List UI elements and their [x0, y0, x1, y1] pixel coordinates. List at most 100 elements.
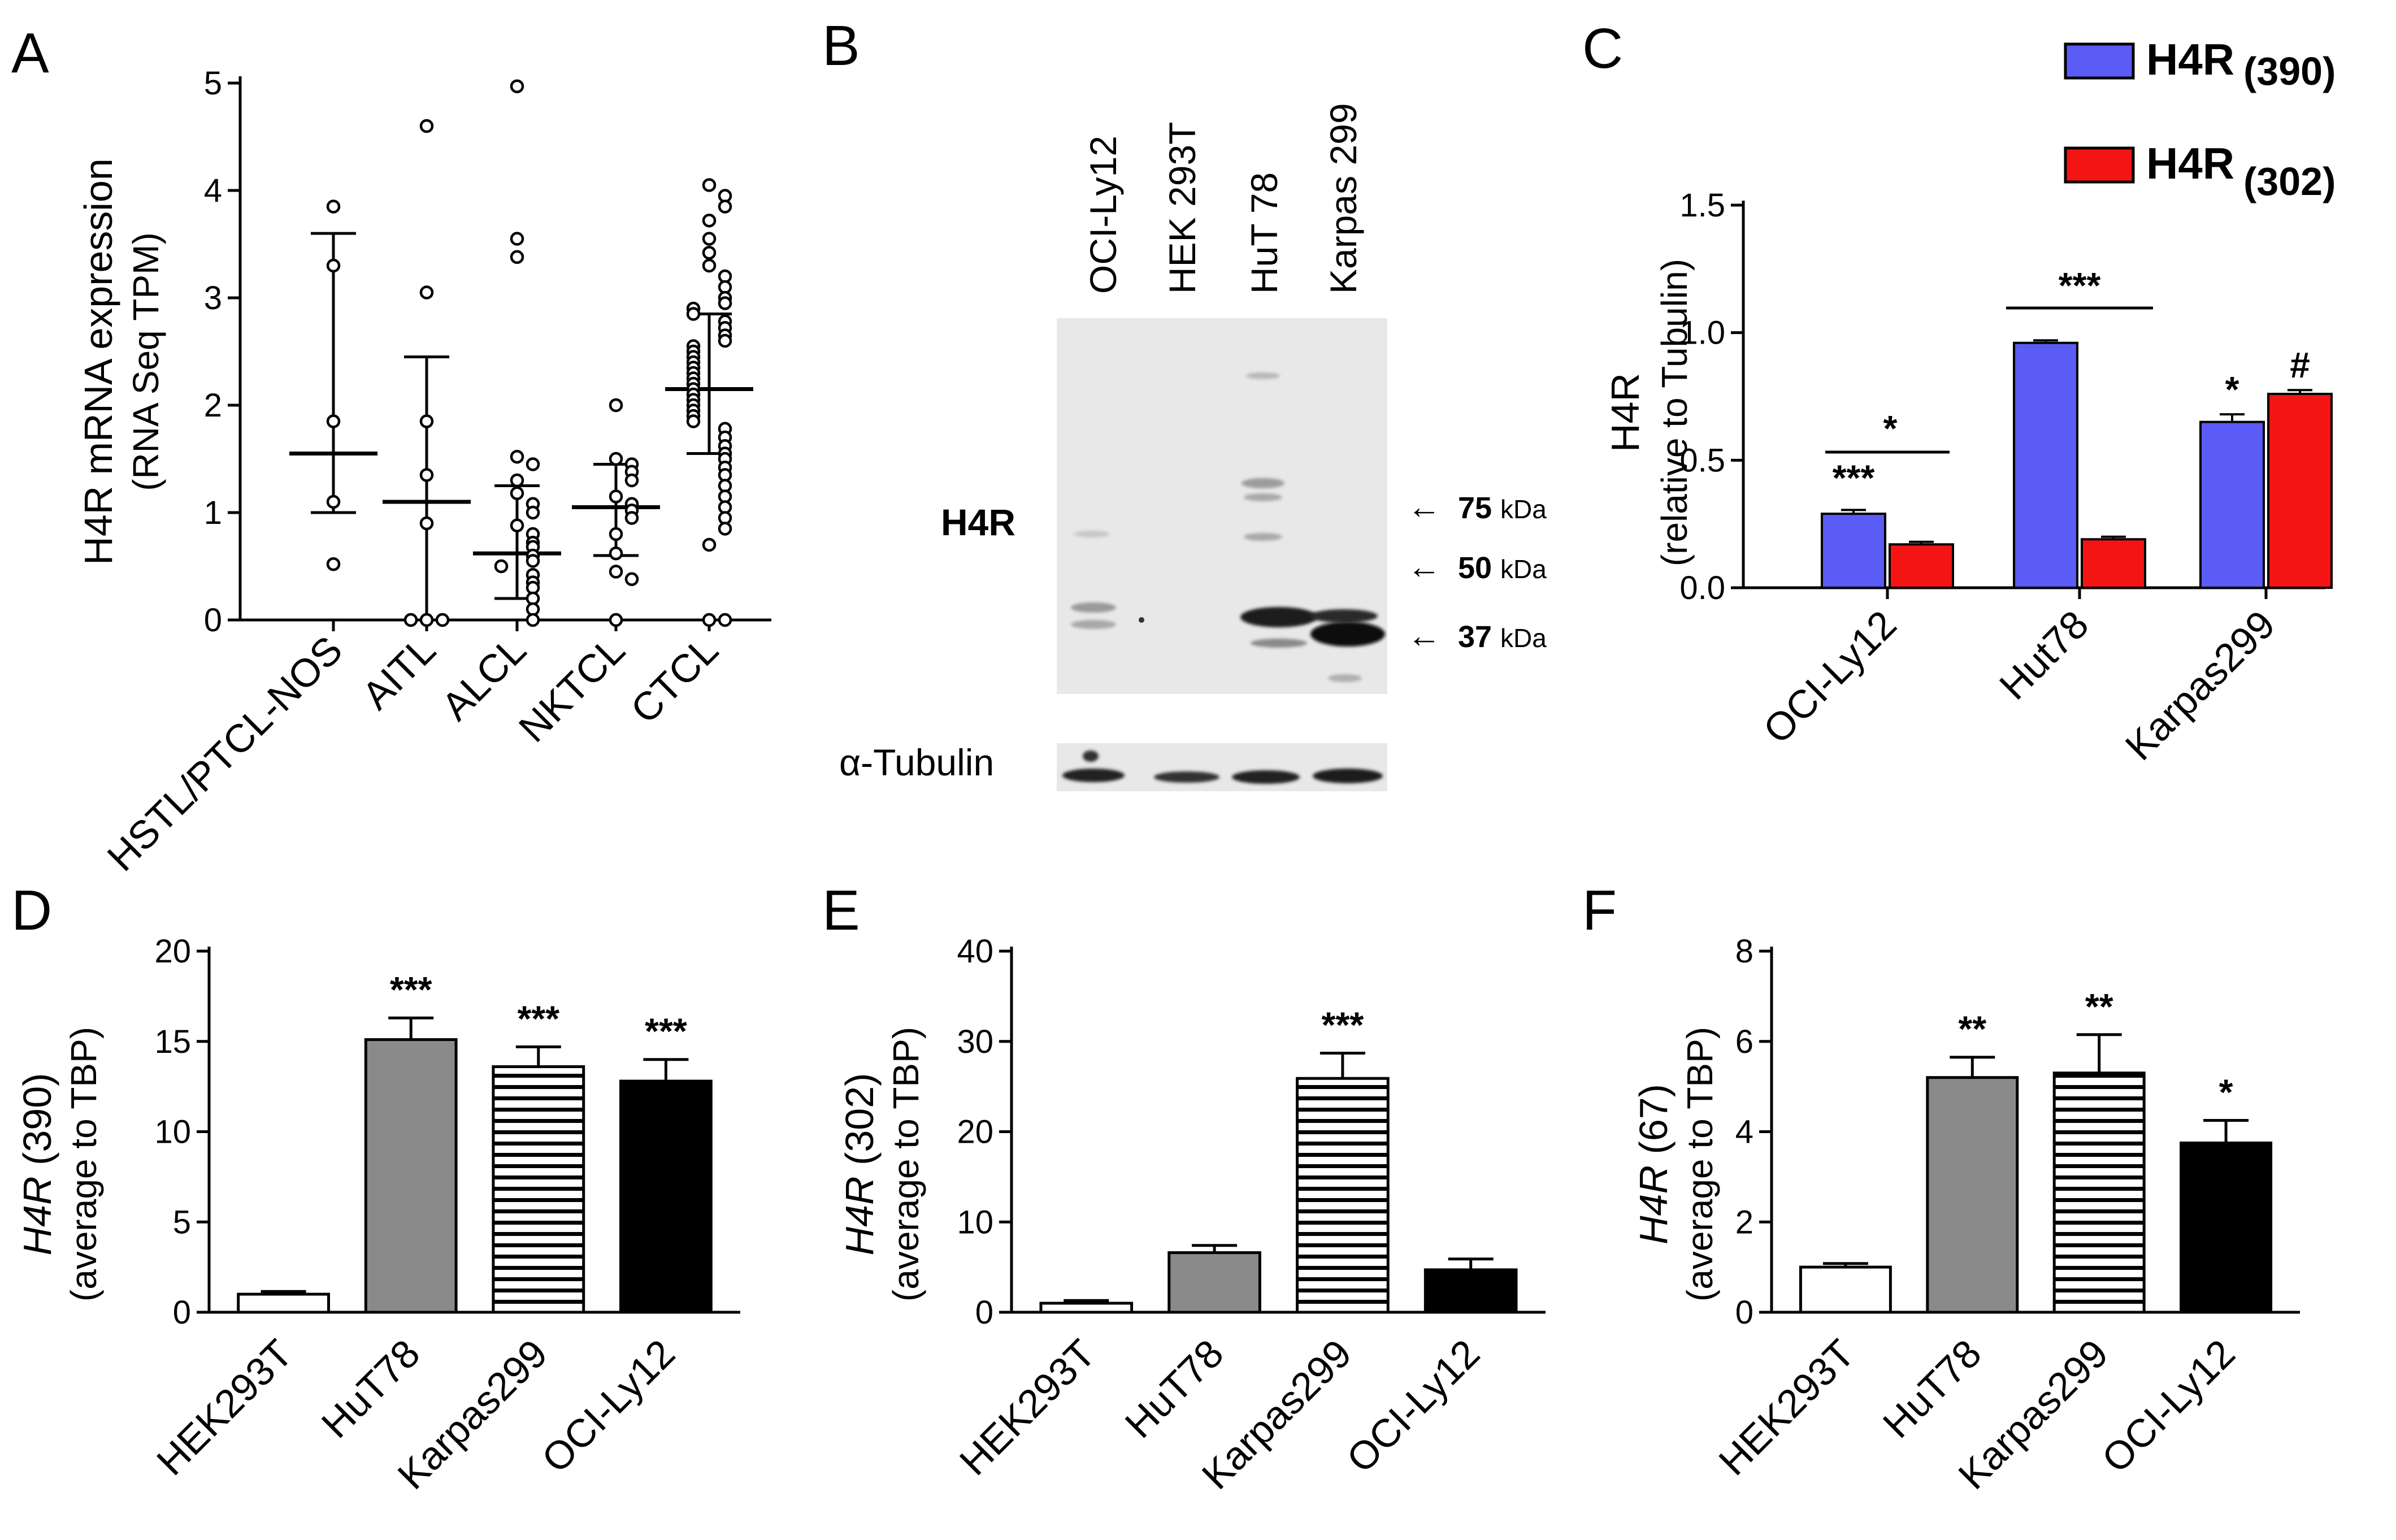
panel-e-plot-area [1039, 1052, 1518, 1314]
bar-302 [2081, 538, 2146, 589]
data-point [510, 518, 524, 533]
panel-b: B OCI-Ly12 HEK 293T HuT 78 Karpas 299 H4… [822, 14, 1547, 791]
x-category-label: OCI-Ly12 [1755, 602, 1904, 752]
panel-c-y-ticks: 0.0 0.5 1.0 1.5 [1679, 187, 1743, 606]
y-tick-label: 3 [204, 280, 222, 316]
panel-f-y-ticks: 0 2 4 6 8 [1735, 933, 1772, 1331]
panel-f: F H4R (67) (average to TBP) 0 2 4 6 8 HEK293… [1582, 879, 2300, 1498]
panel-letter-c: C [1582, 17, 1623, 80]
panel-c-significance: ********# [1825, 265, 2310, 498]
bar-390 [2013, 341, 2078, 589]
y-tick-label: 5 [204, 65, 222, 102]
x-category-label: HEK293T [951, 1331, 1104, 1483]
panel-letter-d: D [11, 879, 52, 942]
data-point [526, 505, 540, 520]
panel-d-ylabel-line1: H4R (390) [15, 1073, 59, 1256]
x-category-label: HuT78 [1117, 1331, 1232, 1446]
x-category-label: HuT78 [1874, 1331, 1990, 1446]
y-tick-label: 0.5 [1679, 442, 1725, 479]
bar-hut78 [1167, 1251, 1261, 1314]
data-point [609, 489, 623, 504]
band-hut-75-top [1246, 372, 1280, 379]
tubulin-speck [1083, 751, 1099, 762]
bar-oci-ly12 [1423, 1268, 1518, 1314]
panel-f-significance: ***** [1958, 986, 2233, 1113]
y-tick-label: 5 [173, 1204, 191, 1240]
y-tick-label: 10 [154, 1114, 191, 1151]
sig-karpas-390: * [2225, 369, 2239, 410]
data-point [403, 613, 418, 627]
arrow-left-icon: ← [1407, 617, 1441, 654]
data-point [718, 199, 732, 214]
panel-e-ylabel-line2: (average to TBP) [886, 1027, 926, 1302]
x-category-label: NKTCL [510, 627, 633, 750]
data-point [609, 527, 623, 541]
y-tick-label: 1.0 [1679, 315, 1725, 352]
y-tick-label: 40 [957, 933, 993, 970]
x-category-label: HEK293T [1711, 1331, 1863, 1483]
bar-hek293t [1799, 1265, 1892, 1314]
bar-302 [1889, 543, 1954, 589]
panel-e-y-ticks: 0 10 20 30 40 [957, 933, 1012, 1331]
data-point [718, 613, 732, 627]
marker-50-value: 50 [1458, 551, 1492, 585]
legend-sub-302: (302) [2243, 159, 2336, 203]
y-tick-label: 30 [957, 1023, 993, 1060]
tubulin-bands [1062, 751, 1383, 784]
data-point [419, 119, 434, 133]
y-tick-label: 4 [1735, 1114, 1753, 1151]
data-point [702, 213, 717, 228]
data-point [419, 516, 434, 531]
marker-50: ← 50 kDa [1407, 548, 1547, 585]
data-point [326, 199, 341, 214]
marker-75-unit: kDa [1500, 494, 1547, 524]
y-tick-label: 8 [1735, 933, 1753, 970]
panel-a: A H4R mRNA expression (RNA Seq TPM) 0 1 2 3… [11, 21, 771, 879]
bar-karpas299 [2052, 1072, 2146, 1314]
panel-f-ylabel-gene: H4R [1631, 1165, 1676, 1244]
data-point [419, 468, 434, 482]
data-point [624, 473, 639, 488]
data-point [686, 414, 701, 428]
bar-oci-ly12 [619, 1079, 713, 1314]
panel-c-ylabel-line1: H4R [1603, 373, 1647, 452]
band-hut-75 [1242, 478, 1284, 488]
bar-karpas299 [492, 1065, 585, 1314]
sig-karpas299: ** [2085, 986, 2113, 1027]
blot-h4r-label: H4R [941, 501, 1015, 543]
legend-label-390: H4R [2146, 34, 2234, 84]
sig-oci-ly12: * [2219, 1072, 2233, 1113]
data-point [609, 452, 623, 466]
sig-hut78: ** [1958, 1009, 1986, 1049]
panel-f-plot-area [1799, 1033, 2273, 1314]
marker-75: ← 75 kDa [1407, 488, 1547, 526]
bar-oci-ly12 [2180, 1141, 2273, 1314]
panel-c-plot-area [1821, 339, 2333, 589]
lane-label-oci-ly12: OCI-Ly12 [1082, 136, 1124, 294]
bar-hut78 [1926, 1076, 2019, 1314]
sig-hut-pair: *** [2059, 265, 2101, 306]
tubulin-band-hek [1154, 771, 1219, 783]
bar-karpas299 [1296, 1077, 1390, 1314]
data-point [419, 285, 434, 300]
data-point [718, 296, 732, 310]
lane-label-hek293t: HEK 293T [1161, 122, 1203, 294]
band-oci-faint [1074, 531, 1110, 537]
sig-hut78: *** [390, 969, 432, 1010]
legend: H4R (390) H4R (302) [2064, 34, 2336, 203]
data-point [326, 494, 341, 509]
y-tick-label: 1.5 [1679, 187, 1725, 224]
legend-sub-390: (390) [2243, 49, 2336, 93]
bar-hek293t [1039, 1302, 1134, 1314]
sig-oci-ly12: *** [645, 1011, 687, 1052]
data-point [326, 258, 341, 273]
data-point [718, 522, 732, 536]
legend-label-302: H4R [2146, 138, 2234, 188]
data-point [609, 565, 623, 579]
panel-c-ylabel-line2: (relative to Tubulin) [1654, 259, 1695, 566]
blot-speck [1139, 617, 1144, 623]
y-tick-label: 15 [154, 1023, 191, 1060]
